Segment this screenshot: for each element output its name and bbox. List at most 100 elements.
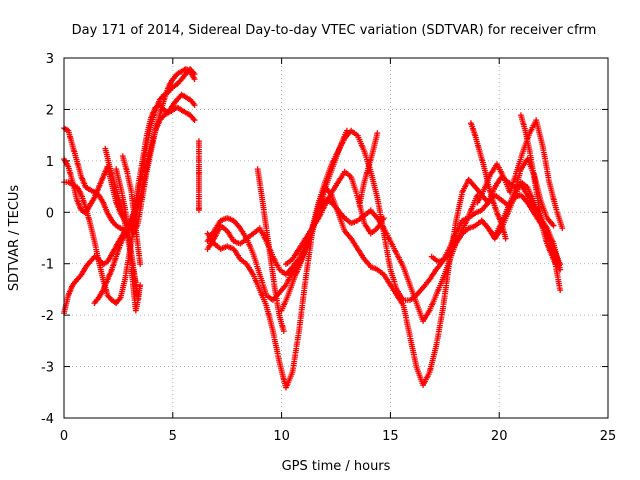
data-point: + (140, 159, 147, 172)
data-point: + (479, 154, 486, 167)
data-point: + (350, 125, 357, 138)
data-point: + (486, 180, 493, 193)
data-point: + (107, 170, 114, 183)
data-point: + (546, 175, 553, 188)
data-point: + (221, 222, 228, 235)
data-point: + (522, 193, 529, 206)
data-point: + (395, 249, 402, 262)
data-point: + (132, 201, 139, 214)
data-point: + (133, 191, 140, 204)
data-point: + (405, 274, 412, 287)
data-point: + (508, 178, 515, 191)
data-point: + (552, 246, 559, 259)
data-point: + (338, 216, 345, 229)
data-point: + (119, 285, 126, 298)
data-point: + (393, 246, 400, 259)
data-point: + (147, 123, 154, 136)
data-point: + (130, 261, 137, 274)
data-point: + (480, 216, 487, 229)
data-point: + (388, 265, 395, 278)
data-point: + (305, 254, 312, 267)
series-s20: ++++++++++++++++++++++++++++++++++++++++… (474, 114, 566, 235)
data-point: + (122, 214, 129, 227)
data-point: + (101, 257, 108, 270)
data-point: + (407, 294, 414, 307)
data-point: + (159, 111, 166, 124)
data-point: + (459, 214, 466, 227)
data-point: + (489, 193, 496, 206)
data-point: + (435, 325, 442, 338)
data-point: + (480, 190, 487, 203)
data-point: + (134, 218, 141, 231)
data-point: + (96, 253, 103, 266)
data-point: + (337, 207, 344, 220)
data-point: + (78, 268, 85, 281)
data-point: + (545, 228, 552, 241)
data-point: + (427, 302, 434, 315)
data-point: + (536, 215, 543, 228)
data-point: + (550, 191, 557, 204)
data-point: + (134, 185, 141, 198)
data-point: + (447, 253, 454, 266)
data-point: + (161, 93, 168, 106)
data-point: + (300, 292, 307, 305)
data-point: + (263, 235, 270, 248)
data-point: + (133, 199, 140, 212)
data-point: + (432, 342, 439, 355)
data-point: + (257, 181, 264, 194)
data-point: + (308, 235, 315, 248)
data-point: + (283, 292, 290, 305)
data-point: + (317, 192, 324, 205)
data-point: + (288, 254, 295, 267)
data-point: + (300, 248, 307, 261)
data-point: + (542, 154, 549, 167)
data-point: + (540, 144, 547, 157)
data-point: + (374, 191, 381, 204)
data-point: + (544, 222, 551, 235)
data-point: + (262, 287, 269, 300)
data-point: + (362, 147, 369, 160)
data-point: + (261, 205, 268, 218)
data-point: + (397, 294, 404, 307)
data-point: + (184, 107, 191, 120)
data-point: + (554, 252, 561, 265)
data-point: + (314, 210, 321, 223)
data-point: + (89, 195, 96, 208)
data-point: + (152, 126, 159, 139)
data-point: + (421, 279, 428, 292)
data-point: + (73, 153, 80, 166)
data-point: + (549, 189, 556, 202)
data-point: + (279, 365, 286, 378)
data-point: + (291, 357, 298, 370)
data-point: + (497, 172, 504, 185)
data-point: + (422, 375, 429, 388)
data-point: + (343, 130, 350, 143)
data-point: + (70, 143, 77, 156)
data-point: + (297, 256, 304, 269)
data-point: + (327, 195, 334, 208)
data-point: + (549, 240, 556, 253)
data-point: + (180, 89, 187, 102)
data-point: + (69, 280, 76, 293)
data-point: + (221, 241, 228, 254)
data-point: + (142, 146, 149, 159)
data-point: + (265, 234, 272, 247)
data-point: + (308, 223, 315, 236)
data-point: + (149, 138, 156, 151)
data-point: + (459, 223, 466, 236)
data-point: + (127, 246, 134, 259)
data-point: + (509, 180, 516, 193)
data-point: + (474, 135, 481, 148)
data-point: + (522, 139, 529, 152)
series-s17: ++++++++++++++++++++++++++++++++++++ (357, 127, 381, 209)
data-point: + (122, 159, 129, 172)
data-point: + (500, 222, 507, 235)
y-tick-label: -1 (41, 258, 54, 273)
data-point: + (430, 352, 437, 365)
data-point: + (133, 197, 140, 210)
data-point: + (146, 127, 153, 140)
data-point: + (189, 111, 196, 124)
data-point: + (327, 187, 334, 200)
data-point: + (124, 217, 131, 230)
data-point: + (72, 180, 79, 193)
